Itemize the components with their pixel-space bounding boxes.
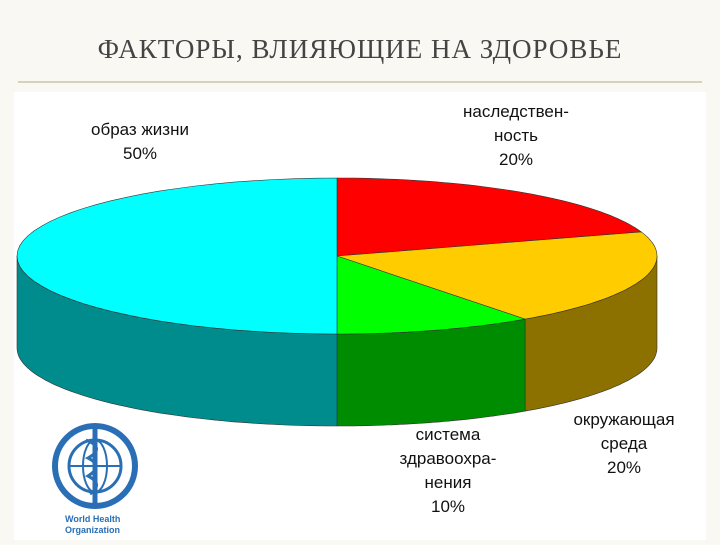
slice-label: нения bbox=[425, 473, 472, 492]
logo-snake bbox=[84, 438, 98, 496]
slice bbox=[336, 255, 526, 335]
slice-label: ность bbox=[494, 126, 538, 145]
value-label: 20% bbox=[607, 458, 641, 477]
slide-title: ФАКТОРЫ, ВЛИЯЮЩИЕ НА ЗДОРОВЬЕ bbox=[98, 34, 623, 64]
slice bbox=[16, 177, 338, 335]
pie: образ жизни 50% наследствен-ность 20% окружа… bbox=[16, 102, 675, 516]
value-label: 10% bbox=[431, 497, 465, 516]
slice-label: наследствен- bbox=[463, 102, 569, 121]
logo-text: World Health bbox=[65, 514, 120, 524]
slice-label: среда bbox=[601, 434, 648, 453]
value-label: 50% bbox=[123, 144, 157, 163]
who-logo: World Health Organization bbox=[52, 423, 138, 535]
slice-label: окружающая bbox=[573, 410, 674, 429]
logo-text: Organization bbox=[65, 525, 120, 535]
slice-label: здравоохра- bbox=[400, 449, 497, 468]
slice-label: образ жизни bbox=[91, 120, 189, 139]
slice-side bbox=[336, 318, 526, 427]
slice bbox=[336, 231, 658, 320]
value-label: 20% bbox=[499, 150, 533, 169]
slice-label: система bbox=[416, 425, 481, 444]
slice bbox=[336, 177, 643, 257]
